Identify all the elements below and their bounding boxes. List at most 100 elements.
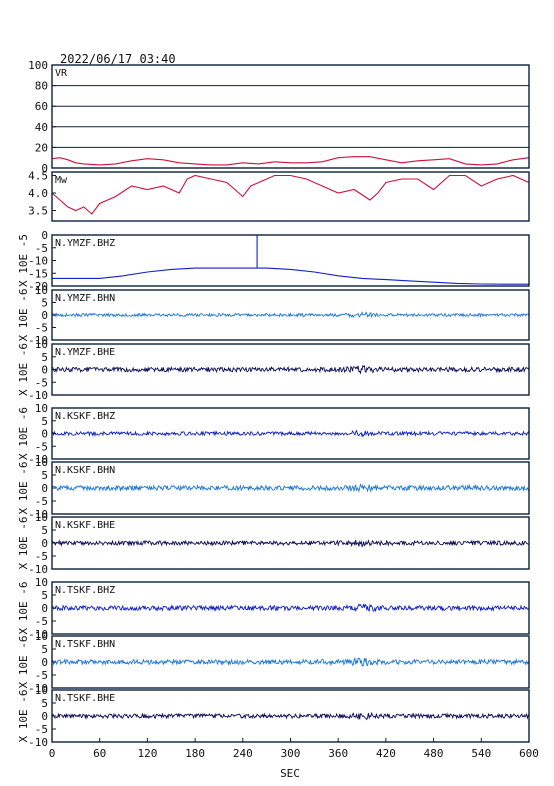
x-tick-label: 360 xyxy=(328,747,348,760)
x-tick-label: 540 xyxy=(471,747,491,760)
y-tick-label: -10 xyxy=(28,453,48,466)
y-axis-unit-label: X 10E -6 xyxy=(17,289,30,342)
x-tick-label: 120 xyxy=(137,747,157,760)
y-tick-label: 5 xyxy=(41,297,48,310)
y-tick-label: 40 xyxy=(35,121,48,134)
y-tick-label: 0 xyxy=(41,229,48,242)
y-tick-label: 0 xyxy=(41,710,48,723)
panel-frame xyxy=(51,171,530,222)
panel-label: N.TSKF.BHN xyxy=(55,639,115,650)
y-tick-label: -10 xyxy=(28,736,48,749)
y-tick-label: 5 xyxy=(41,351,48,364)
panel-label: N.YMZF.BHE xyxy=(55,347,115,358)
x-tick-label: 300 xyxy=(281,747,301,760)
panel-frame xyxy=(51,64,530,169)
y-tick-label: -5 xyxy=(35,440,48,453)
y-axis-unit-label: X 10E -5 xyxy=(17,234,30,287)
y-tick-label: 0 xyxy=(41,482,48,495)
y-tick-label: 0 xyxy=(41,537,48,550)
y-tick-label: 3.5 xyxy=(28,205,48,218)
y-tick-label: 10 xyxy=(35,402,48,415)
waveform-line xyxy=(51,539,530,548)
x-tick-label: 60 xyxy=(93,747,106,760)
y-tick-label: 0 xyxy=(41,162,48,175)
waveform-line xyxy=(51,483,530,493)
panel-label: N.TSKF.BHZ xyxy=(55,585,115,596)
x-tick-label: 0 xyxy=(49,747,56,760)
y-tick-label: -5 xyxy=(35,615,48,628)
waveform-line xyxy=(51,711,530,721)
y-tick-label: 10 xyxy=(35,684,48,697)
y-tick-label: -5 xyxy=(35,495,48,508)
y-tick-label: 0 xyxy=(41,364,48,377)
y-tick-label: 10 xyxy=(35,456,48,469)
panel-vr: 0 20 40 60 80 100 VR xyxy=(28,59,530,175)
y-tick-label: 0 xyxy=(41,309,48,322)
panel-frame xyxy=(51,234,530,287)
y-tick-label: 4.0 xyxy=(28,187,48,200)
y-tick-label: -10 xyxy=(28,563,48,576)
x-tick-label: 180 xyxy=(185,747,205,760)
y-tick-label: 0 xyxy=(41,602,48,615)
series-line xyxy=(52,235,529,285)
y-tick-label: 0 xyxy=(41,428,48,441)
panel-label: N.KSKF.BHE xyxy=(55,520,115,531)
x-tick-label: 480 xyxy=(424,747,444,760)
y-tick-label: 5 xyxy=(41,643,48,656)
y-tick-label: 60 xyxy=(35,100,48,113)
y-tick-label: -20 xyxy=(28,280,48,293)
y-tick-label: 20 xyxy=(35,141,48,154)
y-axis-unit-label: X 10E -6 xyxy=(17,407,30,460)
y-tick-label: 5 xyxy=(41,697,48,710)
y-axis-unit-label: X 10E -6 xyxy=(17,343,30,396)
panel-label: N.TSKF.BHE xyxy=(55,693,115,704)
y-tick-label: 5 xyxy=(41,469,48,482)
series-line xyxy=(51,156,530,166)
y-axis-unit-label: X 10E -6 xyxy=(17,636,30,689)
x-axis-label: SEC xyxy=(280,767,300,780)
y-tick-label: 10 xyxy=(35,511,48,524)
y-axis-unit-label: X 10E -6 xyxy=(17,582,30,635)
y-tick-label: 80 xyxy=(35,80,48,93)
y-tick-label: -10 xyxy=(28,628,48,641)
x-tick-label: 420 xyxy=(376,747,396,760)
y-tick-label: 10 xyxy=(35,630,48,643)
y-tick-label: 5 xyxy=(41,415,48,428)
y-tick-label: 5 xyxy=(41,589,48,602)
x-tick-label: 600 xyxy=(519,747,539,760)
y-tick-label: -10 xyxy=(28,389,48,402)
panel-label: VR xyxy=(55,68,68,79)
panel-n-ymzf-bhz: -20-15-10-50 N.YMZF.BHZ X 10E -5 xyxy=(17,229,530,293)
waveform-line xyxy=(51,429,530,437)
y-tick-label: 10 xyxy=(35,576,48,589)
y-tick-label: 10 xyxy=(35,338,48,351)
series-line xyxy=(51,174,530,215)
waveform-line xyxy=(51,364,530,375)
y-tick-label: -10 xyxy=(28,255,48,268)
y-tick-label: 4.5 xyxy=(28,170,48,183)
waveform-line xyxy=(51,656,530,667)
panel-mw: 3.5 4.0 4.5 Mw xyxy=(28,170,530,222)
y-tick-label: 10 xyxy=(35,284,48,297)
y-tick-label: -10 xyxy=(28,334,48,347)
datetime-title: 2022/06/17 03:40 xyxy=(60,52,176,66)
y-axis-unit-label: X 10E -6 xyxy=(17,690,30,743)
y-tick-label: -5 xyxy=(35,669,48,682)
panel-label: N.KSKF.BHZ xyxy=(55,411,115,422)
y-tick-label: -10 xyxy=(28,682,48,695)
y-tick-label: -10 xyxy=(28,508,48,521)
panel-label: Mw xyxy=(55,175,68,186)
panel-label: N.YMZF.BHZ xyxy=(55,238,115,249)
y-tick-label: -5 xyxy=(35,242,48,255)
y-tick-label: 0 xyxy=(41,656,48,669)
waveform-line xyxy=(51,310,530,319)
x-axis: 0 60 120 180 240 300 360 420 480 540 600 xyxy=(49,738,539,760)
